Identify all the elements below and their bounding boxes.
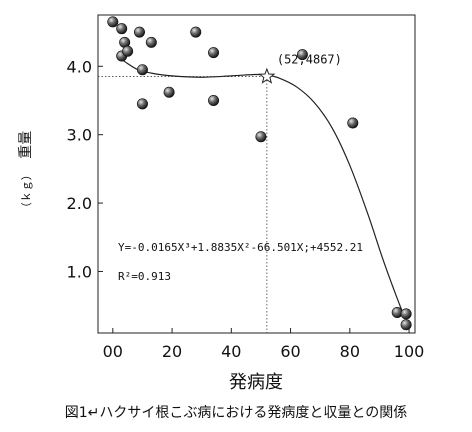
data-point <box>133 26 145 38</box>
y-tick-label: 2.0 <box>67 194 92 213</box>
x-tick-label: 100 <box>394 342 425 361</box>
data-point <box>107 16 119 28</box>
data-point <box>255 131 267 143</box>
svg-text:（ｋｇ） 重量: （ｋｇ） 重量 <box>18 131 34 213</box>
y-axis-title: （ｋｇ） 重量 <box>18 131 34 213</box>
y-axis-label: 重量 <box>18 131 34 159</box>
x-tick-label: 80 <box>340 342 360 361</box>
data-point <box>136 64 148 76</box>
y-tick-label: 3.0 <box>67 126 92 145</box>
y-axis-unit: （ｋｇ） <box>20 169 33 213</box>
x-tick-label: 20 <box>162 342 182 361</box>
data-points <box>107 16 412 331</box>
x-tick-label: 40 <box>221 342 241 361</box>
x-axis-ticks: 00 20 40 60 80 100 <box>103 328 425 361</box>
data-point <box>400 308 412 320</box>
x-axis-title: 発病度 <box>229 372 283 393</box>
data-point <box>208 94 220 106</box>
fit-curve <box>121 58 404 315</box>
peak-label: (52,4867) <box>277 53 342 67</box>
data-point <box>347 117 359 129</box>
data-point <box>145 36 157 48</box>
data-point <box>208 47 220 59</box>
peak-star-icon <box>258 67 276 84</box>
plot-frame <box>97 14 416 334</box>
peak-guide-lines <box>98 76 268 333</box>
data-point <box>400 319 412 331</box>
figure-caption: 図1↵ハクサイ根こぶ病における発病度と収量との関係 <box>65 405 408 421</box>
data-point <box>296 49 308 61</box>
data-point <box>190 26 202 38</box>
regression-equation: Y=-0.0165X³+1.8835X²-66.501X;+4552.21 <box>118 241 363 254</box>
data-point <box>122 45 134 57</box>
x-tick-label: 60 <box>280 342 300 361</box>
y-tick-label: 1.0 <box>67 262 92 281</box>
data-point <box>163 86 175 98</box>
data-point <box>116 23 128 35</box>
r-squared: R²=0.913 <box>118 270 171 283</box>
y-axis-ticks: 1.0 2.0 3.0 4.0 <box>67 57 103 281</box>
x-tick-label: 00 <box>103 342 123 361</box>
y-tick-label: 4.0 <box>67 57 92 76</box>
data-point <box>136 98 148 110</box>
